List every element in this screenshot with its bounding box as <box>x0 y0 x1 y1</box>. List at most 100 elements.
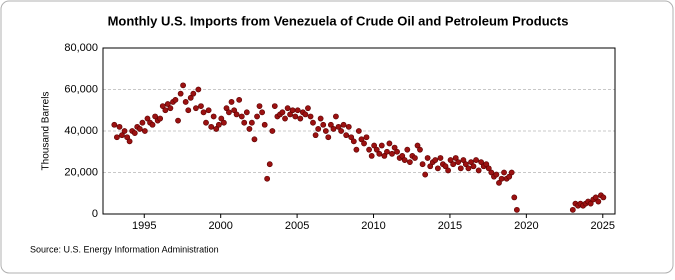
point <box>419 161 426 168</box>
point <box>322 128 329 134</box>
point <box>198 103 204 109</box>
point <box>412 155 418 161</box>
point <box>513 206 520 213</box>
point <box>200 109 207 116</box>
point <box>307 113 314 120</box>
point <box>218 115 225 122</box>
point <box>394 148 400 155</box>
point <box>261 121 268 128</box>
point <box>404 146 411 153</box>
point <box>121 128 128 134</box>
point <box>355 128 362 134</box>
point <box>236 96 243 103</box>
point <box>180 82 186 89</box>
point <box>450 161 457 168</box>
point <box>442 163 449 170</box>
point <box>493 171 500 178</box>
point <box>386 140 393 147</box>
point <box>302 111 309 118</box>
point <box>384 148 390 155</box>
point <box>185 107 192 114</box>
point <box>243 109 250 116</box>
point <box>343 132 350 139</box>
point <box>248 119 255 126</box>
point <box>297 115 304 122</box>
point <box>345 123 352 130</box>
point <box>496 179 502 186</box>
point <box>203 119 209 126</box>
point <box>220 119 227 126</box>
point <box>193 105 199 112</box>
point <box>126 138 133 145</box>
point <box>213 126 220 132</box>
point <box>294 107 301 114</box>
point <box>437 155 444 161</box>
point <box>457 165 464 172</box>
point <box>251 136 258 143</box>
point <box>205 107 212 114</box>
point <box>305 105 311 112</box>
point <box>159 103 166 109</box>
y-tick-label: 80,000 <box>64 42 98 54</box>
point <box>215 121 222 128</box>
point <box>136 126 143 132</box>
y-axis-label: Thousand Barrels <box>41 92 52 171</box>
point <box>141 128 148 134</box>
point <box>333 113 339 120</box>
point <box>381 152 388 159</box>
point <box>353 146 360 153</box>
x-tick-label: 2020 <box>514 220 538 232</box>
point <box>373 146 380 153</box>
x-tick-label: 2010 <box>361 220 385 232</box>
point <box>389 150 395 157</box>
point <box>427 163 434 170</box>
point <box>498 175 505 182</box>
point <box>312 132 319 139</box>
point <box>475 167 482 174</box>
point <box>325 134 332 141</box>
point <box>282 115 288 122</box>
point <box>266 161 273 168</box>
point <box>111 121 118 128</box>
point <box>445 167 452 174</box>
point <box>371 142 378 149</box>
point <box>470 163 477 170</box>
point <box>587 200 594 207</box>
point <box>317 115 324 122</box>
point <box>172 96 179 103</box>
point <box>378 142 385 149</box>
point <box>190 90 197 97</box>
point <box>363 134 370 141</box>
point <box>164 101 171 107</box>
point <box>315 126 322 132</box>
point <box>338 128 345 134</box>
point <box>465 165 472 172</box>
point <box>455 159 462 166</box>
point <box>269 128 276 134</box>
point <box>376 150 383 157</box>
y-tick-label: 20,000 <box>64 166 98 178</box>
point <box>144 115 151 122</box>
x-tick-label: 1995 <box>132 220 156 232</box>
y-tick-label: 0 <box>92 208 98 220</box>
x-tick-label: 2000 <box>208 220 232 232</box>
point <box>175 117 181 124</box>
point <box>432 157 439 163</box>
source: Source: U.S. Energy Information Administ… <box>30 244 219 254</box>
point <box>210 113 217 120</box>
point <box>366 146 372 153</box>
point <box>292 113 299 120</box>
point <box>279 109 286 116</box>
point <box>208 123 215 130</box>
point <box>195 86 202 93</box>
point <box>335 123 342 130</box>
point <box>569 206 576 213</box>
point <box>228 99 235 105</box>
point <box>462 161 469 168</box>
point <box>473 157 479 163</box>
point <box>368 152 375 159</box>
point <box>508 169 515 176</box>
point <box>264 175 271 182</box>
point <box>162 107 169 114</box>
